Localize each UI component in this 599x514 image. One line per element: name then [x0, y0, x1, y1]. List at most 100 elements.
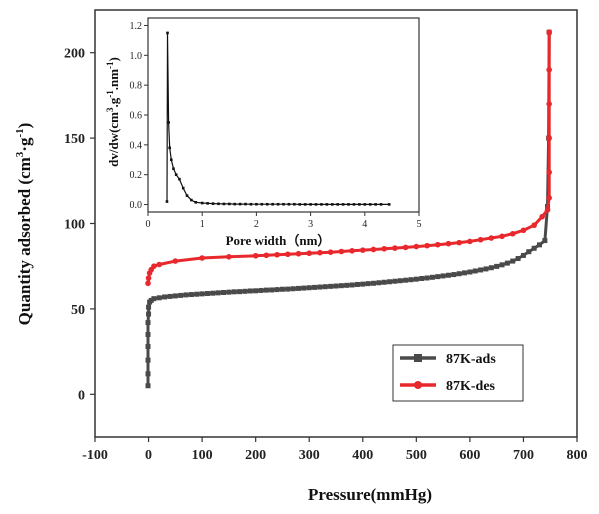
main-x-tick-label: 300 [299, 448, 320, 463]
main-y-tick-label: 200 [64, 47, 85, 62]
data-point [520, 252, 526, 258]
inset-x-tick-label: 0 [146, 219, 151, 230]
data-point [402, 244, 409, 251]
data-point [210, 290, 216, 296]
data-point [392, 245, 398, 251]
data-point [365, 281, 371, 287]
data-point [172, 293, 178, 299]
data-point [253, 288, 259, 294]
inset-y-tick-label: 0.8 [130, 81, 143, 92]
data-point [148, 297, 154, 303]
inset-data-point [222, 202, 226, 206]
inset-data-point [181, 186, 185, 190]
inset-y-axis-title-end: ) [106, 57, 121, 61]
data-point [509, 230, 516, 237]
data-point [520, 227, 527, 234]
data-point [145, 383, 151, 389]
inset-data-point [165, 200, 169, 203]
data-point [413, 243, 420, 250]
inset-data-point [314, 203, 318, 206]
data-point [194, 291, 200, 297]
data-point [504, 260, 510, 266]
data-point [539, 213, 545, 220]
data-point [317, 284, 323, 290]
inset-data-point [174, 173, 178, 176]
data-point [204, 291, 210, 297]
inset-y-axis-title-mid: .g [106, 97, 121, 107]
inset-y-tick-label: 1.0 [130, 51, 143, 62]
main-x-ticks: -100 0 100 200 300 400 500 600 700 800 [82, 437, 588, 463]
main-plot: -100 0 100 200 300 400 500 600 700 800 0501001502… [14, 9, 588, 504]
main-y-tick-label: 150 [64, 132, 85, 147]
main-x-tick-label: 600 [459, 448, 480, 463]
main-y-axis-title: Quantity adsorbed (cm3·g-1) [14, 123, 34, 326]
data-point [146, 304, 152, 310]
data-point [408, 277, 414, 283]
data-point [237, 289, 243, 295]
data-point [546, 101, 552, 107]
data-point [440, 273, 446, 279]
inset-data-point [309, 203, 312, 206]
inset-data-point [233, 202, 237, 206]
data-point [156, 261, 163, 268]
data-point [435, 274, 441, 280]
data-point [263, 287, 269, 293]
data-point [531, 222, 537, 229]
inset-y-axis-title: dv/dw(cm3.g-1.nm-1) [105, 57, 121, 167]
data-point [467, 238, 473, 245]
data-point [263, 252, 270, 259]
inset-y-axis-title-main: dv/dw(cm [106, 112, 121, 167]
data-point [488, 235, 495, 241]
data-point [467, 269, 473, 275]
main-x-tick-label: 400 [352, 448, 373, 463]
main-y-axis-title-end: ) [15, 123, 34, 129]
data-point [333, 283, 339, 289]
inset-data-point [194, 201, 197, 204]
inset-data-point [244, 202, 247, 206]
main-y-tick-label: 0 [78, 388, 85, 403]
data-point [146, 270, 153, 276]
inset-data-point [287, 202, 291, 206]
data-point [274, 251, 280, 258]
data-point [231, 289, 237, 295]
inset-data-point [325, 203, 329, 206]
data-point [279, 286, 285, 292]
inset-data-point [206, 202, 209, 205]
data-point [344, 282, 350, 288]
data-point [183, 292, 189, 298]
inset-data-point [211, 202, 215, 205]
data-point [434, 241, 441, 248]
main-y-tick-label: 50 [71, 303, 85, 318]
inset-x-tick-label: 2 [254, 219, 259, 230]
data-point [451, 272, 457, 278]
data-point [349, 248, 355, 254]
inset-y-axis-title-mid2: .nm [106, 69, 121, 90]
inset-x-tick-label: 1 [200, 219, 205, 230]
data-point [252, 252, 259, 259]
main-x-tick-label: 800 [567, 448, 588, 463]
inset-data-point [352, 203, 356, 206]
main-x-tick-label: -100 [82, 448, 108, 463]
data-point [544, 207, 551, 213]
inset-data-point [166, 31, 169, 35]
data-point [472, 268, 478, 274]
data-point [403, 277, 409, 283]
data-point [145, 332, 151, 338]
data-point [188, 292, 194, 298]
data-point [478, 267, 484, 273]
inset-data-point [293, 202, 296, 206]
legend-ads-marker [414, 354, 422, 362]
data-point [445, 240, 452, 247]
data-point [526, 249, 532, 255]
main-y-tick-label: 100 [64, 218, 85, 233]
data-point [145, 343, 151, 349]
inset-data-point [374, 203, 377, 206]
data-point [306, 285, 312, 291]
inset-data-point [265, 202, 269, 206]
data-point [285, 251, 291, 258]
data-point [146, 311, 152, 317]
inset-data-point [336, 203, 339, 206]
data-point [349, 282, 355, 288]
inset-data-point [167, 121, 170, 124]
data-point [338, 283, 344, 289]
